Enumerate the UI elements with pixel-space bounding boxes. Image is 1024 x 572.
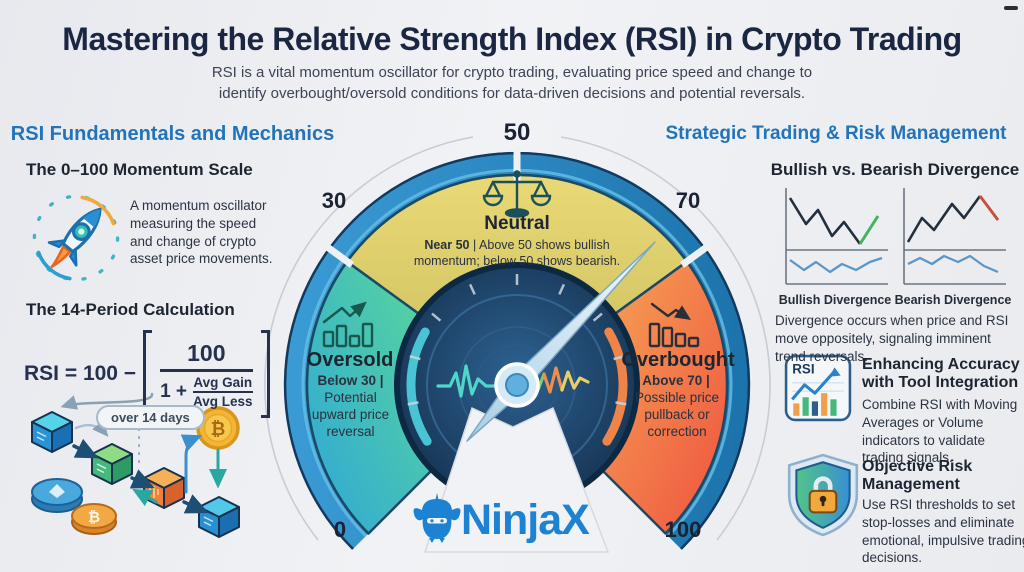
bearish-divergence-caption: Bearish Divergence [894, 293, 1012, 307]
overbought-description: Possible price pullback or correction [634, 390, 720, 439]
neutral-threshold: Near 50 [424, 238, 470, 252]
crypto-cube-blue-1 [31, 411, 73, 453]
ninjax-mascot-icon [413, 493, 461, 543]
gauge-label-100: 100 [664, 517, 702, 542]
accuracy-description: Combine RSI with Moving Averages or Volu… [862, 397, 1018, 466]
oversold-title: Oversold [306, 349, 394, 371]
crypto-flow-illustration: ₿ ₿ [31, 392, 240, 538]
overbought-trend-down-icon [648, 302, 700, 348]
duration-pill: over 14 days [96, 405, 205, 430]
accuracy-title: Enhancing Accuracy with Tool Integration [862, 356, 1020, 392]
calculation-title: The 14-Period Calculation [26, 300, 235, 319]
dial-arc-teal [406, 327, 432, 446]
mini-fraction-bar [193, 390, 253, 393]
formula-numerator: 100 [187, 339, 226, 366]
momentum-scale-description: A momentum oscillator measuring the spee… [130, 198, 273, 267]
svg-text:₿: ₿ [211, 419, 226, 440]
bearish-divergence-chart [903, 188, 1006, 285]
risk-title: Objective Risk Management [862, 458, 973, 494]
dial-ticks [407, 274, 627, 406]
bitcoin-coin-gold: ₿ [196, 406, 240, 450]
svg-text:₿: ₿ [88, 508, 100, 526]
oversold-description: Potential upward price reversal [311, 390, 390, 439]
right-column-heading: Strategic Trading & Risk Management [665, 123, 1007, 144]
corner-mark [1004, 6, 1018, 10]
formula-fraction: 100 1 + Avg Gain Avg Less [152, 340, 260, 409]
overbought-title: Overbought [621, 349, 735, 371]
oversold-threshold: Below 30 | [317, 373, 384, 388]
avg-loss-label: Avg Less [193, 393, 253, 409]
formula-lhs: RSI = 100 − [24, 362, 137, 385]
left-column-heading: RSI Fundamentals and Mechanics [10, 123, 335, 145]
rsi-formula: RSI = 100 − 100 1 + Avg Gain Avg Less [24, 330, 270, 418]
divergence-title: Bullish vs. Bearish Divergence [770, 160, 1020, 179]
rsi-tool-icon: RSI [784, 354, 852, 422]
page-subtitle-line1: RSI is a vital momentum oscillator for c… [211, 64, 813, 81]
bitcoin-coin-orange: ₿ [71, 503, 117, 535]
outer-faint-arc [264, 136, 771, 541]
bracket-right [260, 330, 270, 418]
neutral-description: Near 50 | Above 50 shows bullish momentu… [398, 237, 636, 270]
gauge-label-30: 30 [321, 188, 347, 213]
shield-lock-icon [787, 453, 859, 537]
rsi-icon-label: RSI [792, 362, 814, 377]
brand-wordmark: NinjaX [461, 496, 590, 544]
oversold-trend-up-icon [322, 301, 374, 348]
rocket-icon [32, 194, 120, 282]
divergence-description: Divergence occurs when price and RSI mov… [775, 313, 1009, 364]
gain-loss-fraction: Avg Gain Avg Less [193, 375, 253, 409]
page-subtitle-line2: identify overbought/oversold conditions … [218, 85, 806, 102]
gauge-bottom-notch [423, 406, 610, 553]
neutral-title: Neutral [484, 213, 550, 234]
neutral-description-text: | Above 50 shows bullish momentum; below… [413, 238, 621, 269]
dial-arc-orange [602, 327, 628, 446]
momentum-scale-title: The 0–100 Momentum Scale [26, 160, 253, 179]
ethereum-coin [31, 478, 83, 513]
gauge-needle [466, 241, 656, 442]
flow-arrows [72, 419, 227, 514]
denominator-prefix: 1 + [160, 380, 188, 402]
risk-description: Use RSI thresholds to set stop-losses an… [862, 497, 1024, 566]
fraction-bar [160, 368, 253, 372]
overbought-threshold: Above 70 | [642, 373, 710, 388]
gauge-label-0: 0 [333, 517, 347, 542]
avg-gain-label: Avg Gain [193, 374, 253, 390]
bullish-divergence-caption: Bullish Divergence [778, 293, 892, 307]
crypto-cube-green [91, 443, 133, 485]
page-title: Mastering the Relative Strength Index (R… [62, 21, 962, 57]
gauge-label-70: 70 [675, 188, 701, 213]
gauge-label-50: 50 [503, 119, 531, 146]
crypto-cube-orange [143, 467, 185, 509]
bullish-divergence-chart [785, 188, 888, 285]
balance-scale-icon [482, 170, 552, 218]
crypto-cube-blue-2 [198, 496, 240, 538]
